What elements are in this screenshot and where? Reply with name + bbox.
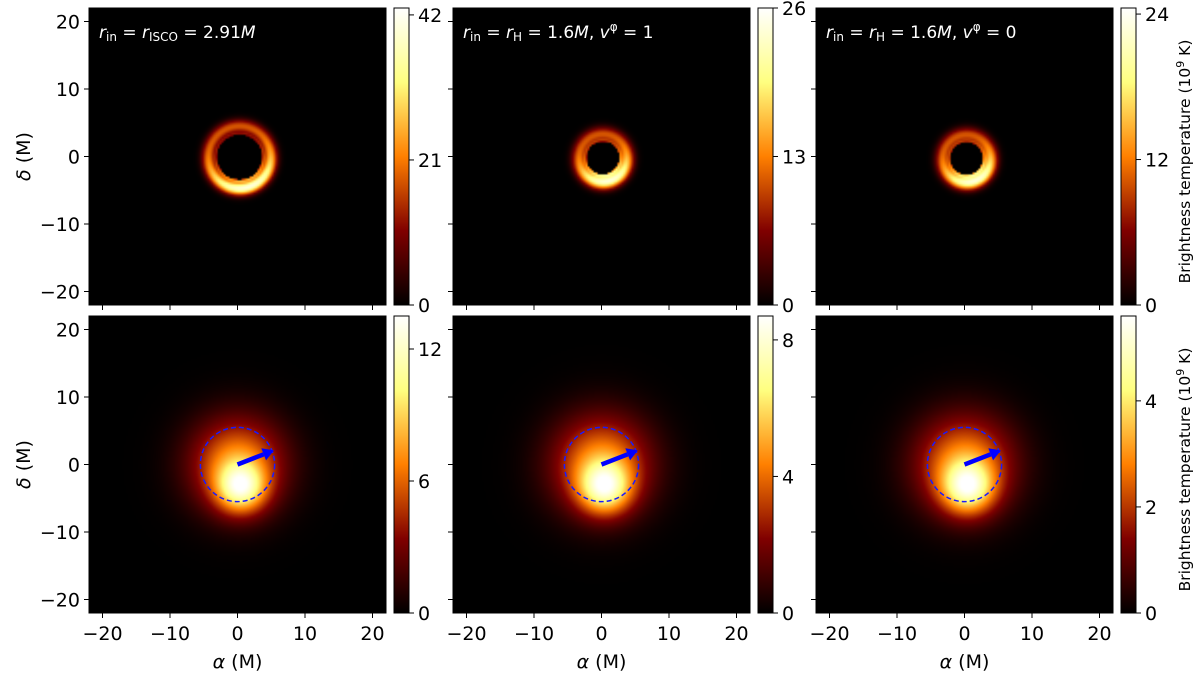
y-tick-label: 20 (56, 320, 80, 342)
x-tick-label: −10 (514, 623, 554, 645)
colorbar-tick-label: 0 (782, 603, 794, 625)
x-axis-title: α (M) (577, 651, 627, 673)
panel-annotation: rin = rH = 1.6M, vφ = 1 (463, 20, 653, 44)
colorbar: 0 4 8 (757, 315, 794, 625)
x-tick-label: 20 (360, 623, 384, 645)
panel-annotation: rin = rH = 1.6M, vφ = 0 (826, 20, 1016, 44)
colorbar: 0 21 42 (393, 5, 442, 317)
spin-arrow-head (625, 448, 638, 461)
y-tick-label: 20 (56, 12, 80, 34)
y-tick-label: 10 (56, 387, 80, 409)
colorbar-gradient (1120, 7, 1137, 306)
y-tick-label: −20 (40, 282, 80, 304)
colorbar-tick-label: 12 (1145, 150, 1169, 172)
colorbar-tick-label: 4 (1145, 391, 1157, 413)
colorbar-title: Brightness temperature (109 K) (1174, 40, 1194, 284)
colorbar-tick-label: 24 (1145, 4, 1169, 26)
spin-circle (199, 426, 276, 503)
colorbar-tick-label: 2 (1145, 497, 1157, 519)
colorbar-gradient (757, 315, 774, 614)
y-tick-label: 0 (68, 455, 80, 477)
heatmap-image (453, 8, 750, 305)
colorbar: 0 13 26 (757, 0, 806, 317)
x-tick-label: 10 (1020, 623, 1044, 645)
colorbar-tick-label: 21 (418, 150, 442, 172)
y-axis-title: δ (M) (13, 132, 35, 181)
colorbar-tick-label: 42 (418, 5, 442, 27)
colorbar-tick-label: 13 (782, 147, 806, 169)
panel-bottom-left: 20 10 0 −10 −20−20 −10 0 10 20 α (M) δ (M) 0 6 12 (13, 315, 442, 673)
y-axis-title: δ (M) (13, 440, 35, 489)
panel-bottom-middle: −20 −10 0 10 20 α (M) 0 4 8 (446, 315, 794, 673)
spin-circle (926, 426, 1003, 503)
colorbar: 0 2 4 Brightness temperature (109 K) (1120, 315, 1194, 625)
colorbar-tick-label: 0 (418, 295, 430, 317)
colorbar-title: Brightness temperature (109 K) (1174, 348, 1194, 592)
x-axis-title: α (M) (940, 651, 990, 673)
x-axis-title: α (M) (213, 651, 263, 673)
spin-arrow-head (988, 448, 1001, 461)
x-tick-label: −10 (150, 623, 190, 645)
panel-bottom-right: −20 −10 0 10 20 α (M) 0 2 4 Brightness temperatur… (809, 315, 1194, 673)
x-tick-label: 0 (231, 623, 243, 645)
colorbar-gradient (1120, 315, 1137, 614)
x-tick-label: 20 (724, 623, 748, 645)
x-tick-label: 10 (657, 623, 681, 645)
y-tick-label: 10 (56, 79, 80, 101)
colorbar-gradient (393, 7, 410, 306)
x-tick-label: −20 (82, 623, 122, 645)
colorbar-gradient (757, 7, 774, 306)
y-tick-label: −10 (40, 214, 80, 236)
panel-annotation: rin = rISCO = 2.91M (99, 23, 256, 44)
y-tick-label: −10 (40, 522, 80, 544)
x-tick-label: −20 (446, 623, 486, 645)
panel-top-left: rin = rISCO = 2.91M 20 10 0 −10 −20 δ (M) 0 21 42 (13, 5, 442, 317)
x-tick-label: 0 (595, 623, 607, 645)
colorbar-tick-label: 26 (782, 0, 806, 20)
colorbar-tick-label: 6 (418, 471, 430, 493)
colorbar-tick-label: 4 (782, 466, 794, 488)
y-tick-label: −20 (40, 590, 80, 612)
heatmap-image (816, 8, 1113, 305)
spin-arrow-head (261, 448, 274, 461)
spin-arrow (600, 452, 629, 467)
heatmap-image (89, 8, 386, 305)
y-tick-label: 0 (68, 147, 80, 169)
colorbar-tick-label: 0 (1145, 603, 1157, 625)
colorbar-tick-label: 0 (782, 295, 794, 317)
spin-arrow (963, 452, 992, 467)
colorbar-gradient (393, 315, 410, 614)
x-tick-label: −20 (809, 623, 849, 645)
colorbar-tick-label: 8 (782, 330, 794, 352)
x-tick-label: 0 (958, 623, 970, 645)
colorbar-tick-label: 0 (1145, 295, 1157, 317)
colorbar-tick-label: 12 (418, 339, 442, 361)
colorbar-tick-label: 0 (418, 603, 430, 625)
colorbar: 0 6 12 (393, 315, 442, 625)
x-tick-label: 20 (1087, 623, 1111, 645)
spin-arrow (236, 452, 265, 467)
x-tick-label: 10 (293, 623, 317, 645)
x-tick-label: −10 (877, 623, 917, 645)
spin-circle (563, 426, 640, 503)
panel-top-middle: rin = rH = 1.6M, vφ = 1 0 13 26 (448, 0, 806, 317)
